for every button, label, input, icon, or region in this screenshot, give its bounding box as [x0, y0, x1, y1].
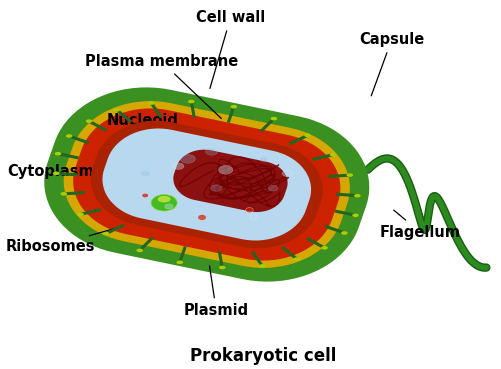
Ellipse shape — [353, 194, 360, 197]
Ellipse shape — [218, 266, 225, 269]
Text: Nucleoid: Nucleoid — [107, 113, 211, 159]
Ellipse shape — [55, 152, 61, 155]
Ellipse shape — [346, 173, 352, 177]
Ellipse shape — [151, 194, 177, 211]
Ellipse shape — [60, 192, 67, 196]
Ellipse shape — [157, 196, 170, 203]
Text: Capsule: Capsule — [358, 32, 423, 96]
Ellipse shape — [304, 134, 310, 137]
Text: Plasmid: Plasmid — [183, 266, 248, 318]
Ellipse shape — [148, 101, 154, 105]
Ellipse shape — [230, 105, 236, 108]
Ellipse shape — [259, 156, 268, 161]
Ellipse shape — [341, 231, 347, 235]
Ellipse shape — [245, 208, 253, 213]
Ellipse shape — [142, 193, 148, 198]
Ellipse shape — [66, 134, 72, 138]
Polygon shape — [173, 150, 287, 212]
Ellipse shape — [197, 214, 206, 220]
Ellipse shape — [77, 213, 84, 216]
Ellipse shape — [293, 257, 300, 261]
Ellipse shape — [259, 264, 265, 268]
Text: Cell wall: Cell wall — [195, 10, 265, 89]
Ellipse shape — [140, 170, 150, 177]
Polygon shape — [73, 108, 340, 261]
Ellipse shape — [176, 261, 183, 264]
Polygon shape — [64, 101, 349, 268]
Ellipse shape — [103, 232, 109, 235]
Polygon shape — [91, 121, 322, 248]
Ellipse shape — [205, 148, 217, 155]
Ellipse shape — [270, 117, 277, 120]
Ellipse shape — [249, 215, 258, 220]
Text: Prokaryotic cell: Prokaryotic cell — [190, 347, 336, 365]
Ellipse shape — [136, 249, 143, 252]
Text: Ribosomes: Ribosomes — [6, 227, 119, 254]
Polygon shape — [102, 128, 311, 241]
Ellipse shape — [268, 185, 278, 191]
Text: Plasma membrane: Plasma membrane — [85, 54, 238, 118]
Ellipse shape — [321, 246, 327, 250]
Ellipse shape — [329, 153, 336, 156]
Ellipse shape — [218, 165, 232, 174]
Text: Cytoplasm: Cytoplasm — [7, 164, 140, 179]
Ellipse shape — [210, 185, 221, 192]
Ellipse shape — [352, 214, 358, 217]
Ellipse shape — [282, 170, 292, 176]
Ellipse shape — [187, 100, 194, 103]
Ellipse shape — [180, 155, 195, 163]
Ellipse shape — [113, 108, 120, 112]
Ellipse shape — [172, 163, 184, 169]
Ellipse shape — [164, 204, 173, 209]
Text: Flagellum: Flagellum — [379, 210, 459, 239]
Polygon shape — [44, 87, 369, 282]
Ellipse shape — [86, 119, 92, 123]
Ellipse shape — [53, 172, 60, 175]
